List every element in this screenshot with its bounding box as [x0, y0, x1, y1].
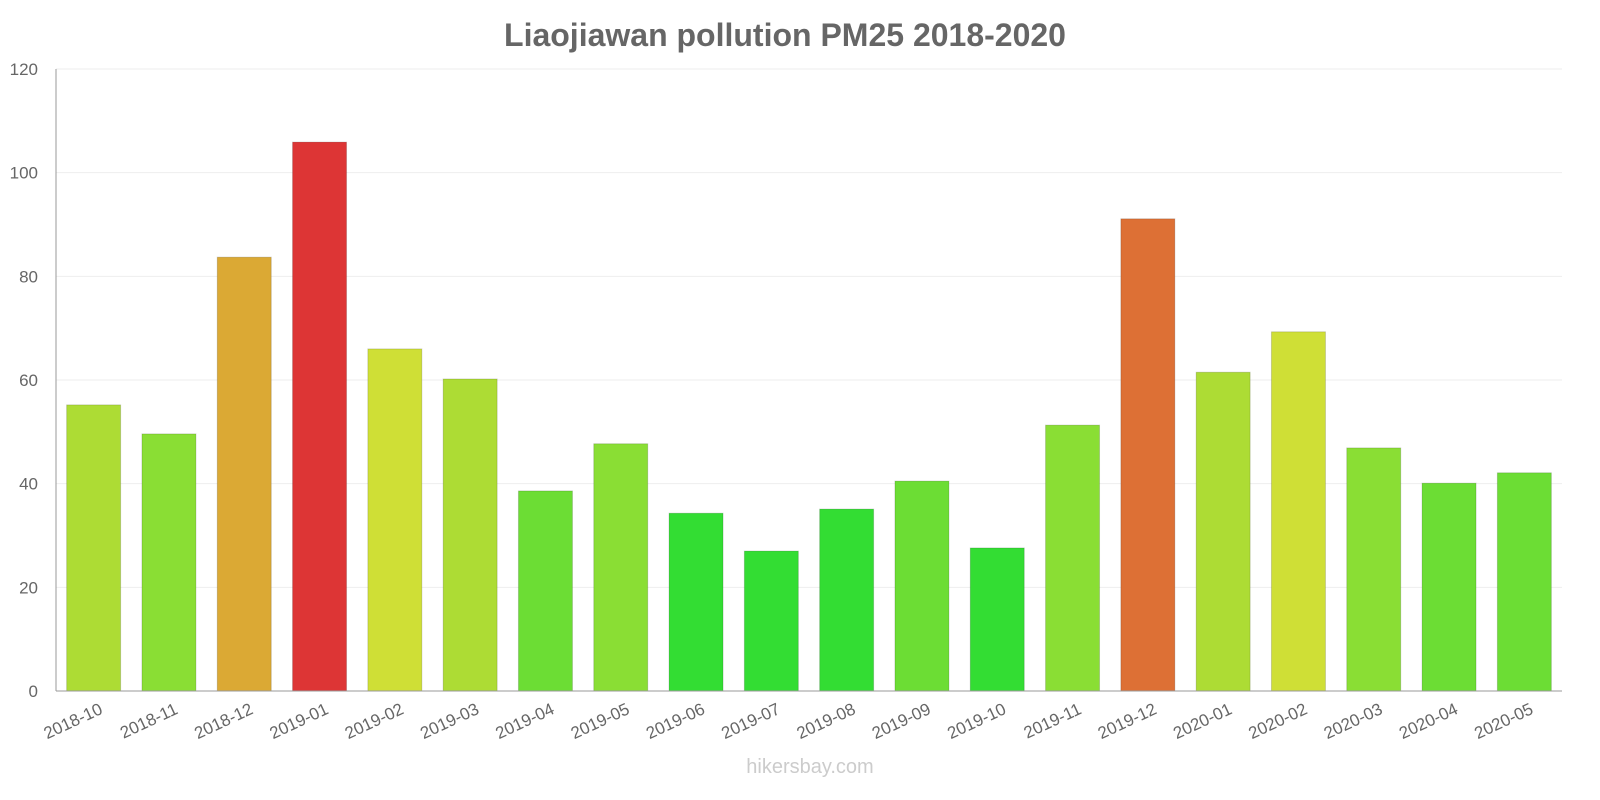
x-tick-label: 2018-11	[117, 699, 180, 742]
x-tick-label: 2019-06	[643, 699, 708, 743]
bar-2018-10: 2018-10: 55.2	[66, 404, 122, 692]
x-tick-label: 2019-01	[267, 699, 332, 743]
bar-2018-11: 2018-11: 49.6	[141, 433, 197, 692]
watermark: hikersbay.com	[746, 756, 873, 778]
bar-2018-12: 2018-12: 83.7	[216, 256, 272, 692]
x-tick-label: 2019-08	[794, 699, 859, 743]
x-tick-label: 2019-07	[718, 699, 783, 743]
x-tick-label: 2019-05	[568, 699, 633, 743]
x-tick-label: 2020-05	[1471, 699, 1536, 743]
x-tick-label: 2020-02	[1246, 699, 1311, 743]
bar-2019-09: 2019-09: 40.5	[894, 480, 950, 692]
y-tick-label: 0	[29, 682, 38, 701]
x-tick-label: 2019-04	[493, 699, 558, 743]
bar-2019-10: 2019-10: 27.6	[969, 547, 1025, 692]
x-tick-label: 2019-11	[1021, 699, 1084, 742]
x-tick-label: 2019-09	[869, 699, 934, 743]
y-tick-label: 100	[10, 164, 38, 183]
x-tick-label: 2019-12	[1095, 699, 1160, 743]
x-tick-label: 2020-04	[1396, 699, 1461, 743]
bar-2020-04: 2020-04: 40.1	[1421, 482, 1477, 692]
bar-2019-08: 2019-08: 35.1	[819, 508, 875, 692]
x-tick-label: 2018-12	[191, 699, 256, 743]
y-tick-label: 120	[10, 60, 38, 79]
bar-2019-02: 2019-02: 66	[367, 348, 423, 692]
y-tick-label: 20	[19, 578, 38, 597]
bar-2020-02: 2020-02: 69.3	[1270, 331, 1326, 692]
y-tick-label: 60	[19, 371, 38, 390]
chart-title: Liaojiawan pollution PM25 2018-2020	[504, 17, 1066, 53]
bar-2019-11: 2019-11: 51.3	[1045, 424, 1101, 692]
x-tick-label: 2018-10	[41, 699, 106, 743]
x-tick-label: 2019-02	[342, 699, 407, 743]
bar-2019-01: 2019-01: 105.9	[292, 141, 348, 692]
bar-2019-04: 2019-04: 38.6	[517, 490, 573, 692]
bar-2020-01: 2020-01: 61.5	[1195, 371, 1251, 692]
bar-2019-12: 2019-12: 91.1	[1120, 218, 1176, 692]
bar-2020-03: 2020-03: 46.9	[1346, 447, 1402, 692]
bar-2019-07: 2019-07: 27	[743, 550, 799, 692]
x-tick-label: 2019-10	[944, 699, 1009, 743]
y-tick-label: 80	[19, 267, 38, 286]
x-tick-label: 2020-01	[1170, 699, 1235, 743]
x-tick-label: 2019-03	[417, 699, 482, 743]
bar-2019-05: 2019-05: 47.7	[593, 443, 649, 692]
y-tick-label: 40	[19, 475, 38, 494]
bar-2019-03: 2019-03: 60.2	[442, 378, 498, 692]
bar-2019-06: 2019-06: 34.3	[668, 512, 724, 692]
x-tick-label: 2020-03	[1321, 699, 1386, 743]
bar-2020-05: 2020-05: 42.1	[1496, 472, 1552, 692]
